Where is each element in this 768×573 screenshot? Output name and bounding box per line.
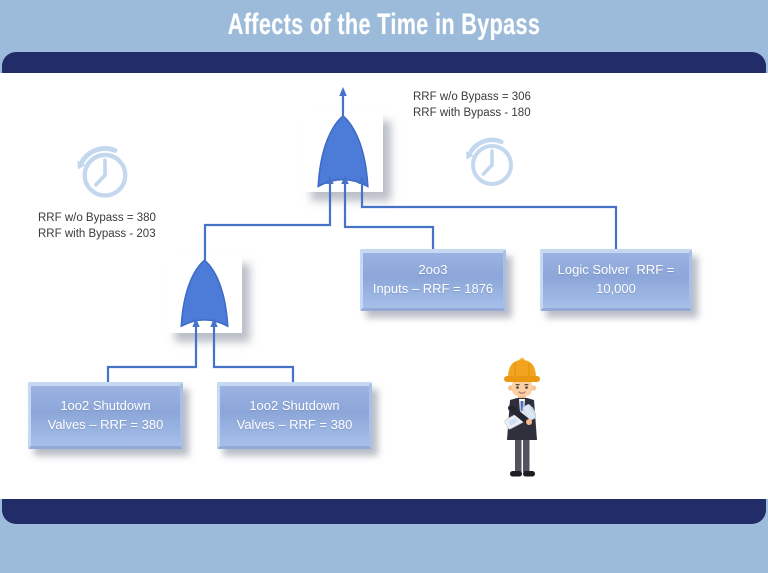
or-gate-icon xyxy=(317,114,369,188)
connector-2oo3-to-top xyxy=(343,180,435,249)
engineer-illustration xyxy=(504,358,540,477)
node-line: 2oo3 xyxy=(418,262,448,278)
node-line: Valves – RRF = 380 xyxy=(236,416,353,432)
annotation-shutdown-gate: RRF w/o Bypass = 380 RRF with Bypass - 2… xyxy=(38,211,156,242)
arrowhead xyxy=(326,175,334,184)
annotation-line: RRF with Bypass - 180 xyxy=(413,106,531,119)
annotation-line: RRF with Bypass - 203 xyxy=(38,227,156,240)
annotation-top-gate: RRF w/o Bypass = 306 RRF with Bypass - 1… xyxy=(413,90,531,121)
connector-valves1-to-gate xyxy=(106,324,198,382)
node-logic-solver: Logic Solver RRF = 10,000 xyxy=(540,249,692,311)
annotation-line: RRF w/o Bypass = 306 xyxy=(413,91,531,103)
node-line: Logic Solver RRF = xyxy=(557,262,675,278)
header: Affects of the Time in Bypass xyxy=(0,8,768,42)
node-line: 1oo2 Shutdown xyxy=(249,397,340,413)
arrowhead xyxy=(358,175,366,184)
node-line: Inputs – RRF = 1876 xyxy=(372,281,494,296)
connector-logic-to-top xyxy=(360,180,618,249)
arrowhead xyxy=(210,318,218,327)
arrowhead xyxy=(192,318,200,327)
page-title: Affects of the Time in Bypass xyxy=(227,8,541,41)
node-line: 1oo2 Shutdown xyxy=(60,397,151,413)
clock-history-icon xyxy=(77,146,128,198)
connector-shutdown-to-top xyxy=(203,180,332,261)
or-gate-shutdown xyxy=(167,255,242,333)
node-line: Valves – RRF = 380 xyxy=(47,416,164,432)
arrowhead xyxy=(341,175,349,184)
clock-history-icon xyxy=(466,137,513,186)
connector-valves2-to-gate xyxy=(212,324,295,382)
annotation-line: RRF w/o Bypass = 380 xyxy=(38,212,156,224)
or-gate-top xyxy=(303,112,383,192)
node-2oo3-inputs: 2oo3 Inputs – RRF = 1876 xyxy=(360,249,506,311)
node-line: 10,000 xyxy=(596,281,636,296)
node-shutdown-valves-1: 1oo2 Shutdown Valves – RRF = 380 xyxy=(28,382,183,449)
arrowhead xyxy=(339,87,347,96)
or-gate-icon xyxy=(180,259,229,328)
node-shutdown-valves-2: 1oo2 Shutdown Valves – RRF = 380 xyxy=(217,382,372,449)
